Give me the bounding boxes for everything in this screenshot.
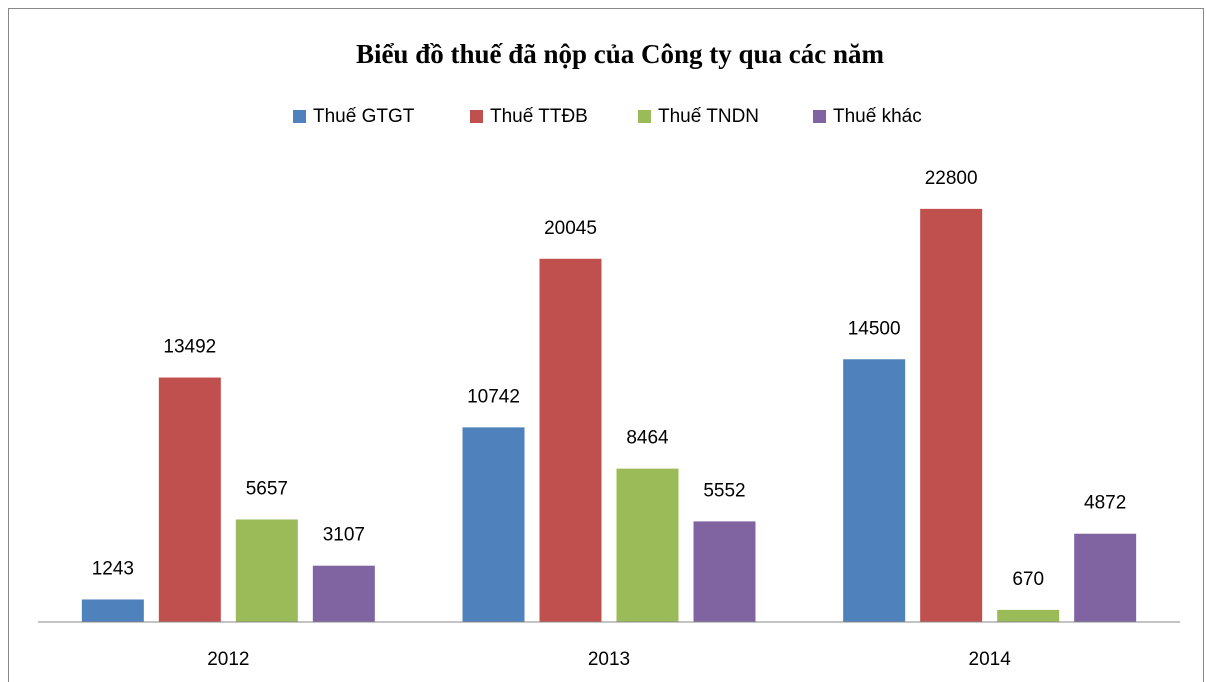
x-tick-label: 2014 — [969, 649, 1012, 670]
bar — [920, 208, 983, 622]
bar — [1074, 533, 1137, 622]
bar — [462, 427, 525, 622]
data-label: 8464 — [626, 428, 669, 449]
legend-swatch — [813, 110, 826, 123]
legend-swatch — [470, 110, 483, 123]
data-label: 1243 — [92, 558, 134, 579]
bar — [539, 258, 602, 622]
data-label: 20045 — [544, 218, 597, 239]
legend-label: Thuế khác — [833, 106, 922, 127]
bar — [158, 377, 221, 622]
legend-label: Thuế GTGT — [313, 106, 415, 127]
legend-label: Thuế TTĐB — [490, 106, 588, 127]
bar — [235, 519, 298, 622]
bar — [616, 468, 679, 622]
data-label: 5657 — [246, 479, 288, 500]
data-label: 3107 — [323, 525, 365, 546]
data-label: 4872 — [1084, 493, 1126, 514]
bar — [843, 359, 906, 622]
data-label: 13492 — [163, 337, 216, 358]
bar — [693, 521, 756, 622]
bar — [997, 609, 1060, 622]
x-tick-label: 2013 — [588, 649, 630, 670]
chart-title: Biểu đồ thuế đã nộp của Công ty qua các … — [356, 39, 885, 69]
data-label: 670 — [1012, 569, 1044, 590]
legend-label: Thuế TNDN — [658, 106, 759, 127]
legend-swatch — [293, 110, 306, 123]
data-label: 14500 — [848, 318, 901, 339]
x-tick-label: 2012 — [207, 649, 249, 670]
bar — [81, 599, 144, 622]
bar — [312, 565, 375, 622]
data-label: 10742 — [467, 386, 520, 407]
data-label: 5552 — [703, 480, 745, 501]
data-label: 22800 — [925, 168, 978, 189]
legend-swatch — [638, 110, 651, 123]
